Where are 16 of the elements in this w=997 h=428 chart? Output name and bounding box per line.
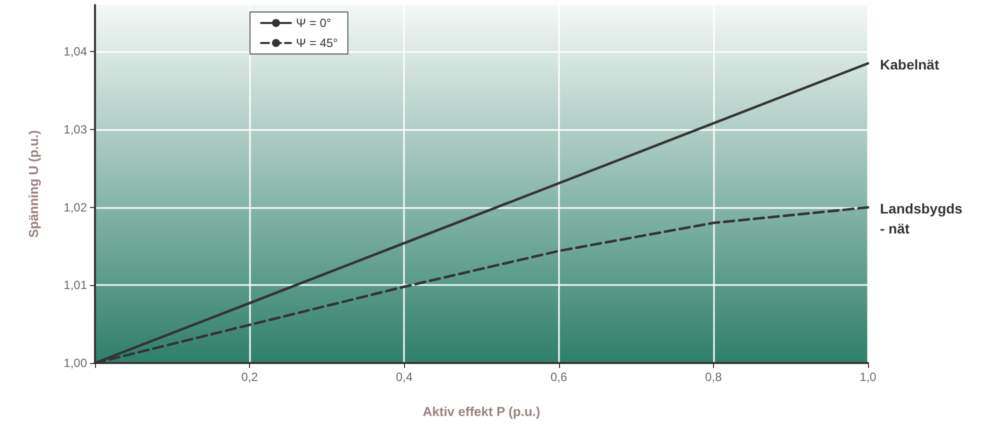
x-tick-label: 0,4	[396, 370, 413, 384]
x-tick-label: 1,0	[860, 370, 877, 384]
x-tick-label: 0,8	[705, 370, 722, 384]
y-axis-title: Spänning U (p.u.)	[26, 130, 41, 238]
y-tick-label: 1,00	[64, 356, 88, 370]
y-tick-label: 1,04	[64, 44, 88, 59]
x-axis-title: Aktiv effekt P (p.u.)	[422, 404, 540, 419]
annotation: Landsbygds - nät	[880, 200, 963, 236]
y-tick-label: 1,02	[64, 200, 88, 214]
x-tick-label: 0,2	[241, 370, 258, 384]
legend-label: Ψ = 45°	[296, 36, 338, 50]
annotation: Kabelnät	[880, 56, 940, 72]
y-tick-label: 1,03	[64, 122, 88, 137]
legend-label: Ψ = 0°	[296, 16, 332, 30]
y-tick-label: 1,01	[64, 278, 88, 292]
x-tick-label: 0,6	[550, 370, 568, 384]
